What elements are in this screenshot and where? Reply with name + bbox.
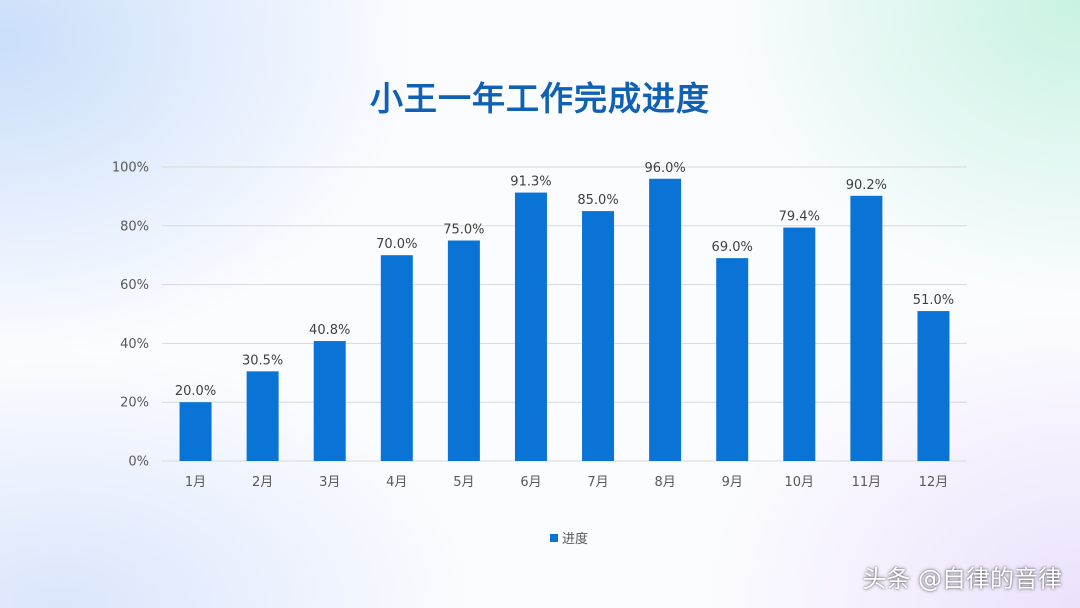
y-tick-label: 20% <box>120 396 149 411</box>
data-label: 75.0% <box>443 223 484 238</box>
x-tick-label: 12月 <box>919 475 949 490</box>
data-label: 85.0% <box>577 193 618 208</box>
y-tick-label: 100% <box>112 161 149 176</box>
data-label: 51.0% <box>913 293 954 308</box>
bar <box>716 258 749 461</box>
x-tick-label: 5月 <box>453 475 474 490</box>
bar <box>917 311 950 461</box>
data-label: 40.8% <box>309 323 350 338</box>
x-tick-label: 1月 <box>185 475 206 490</box>
x-tick-label: 4月 <box>386 475 407 490</box>
y-tick-label: 80% <box>120 219 149 234</box>
x-tick-label: 2月 <box>252 475 273 490</box>
bar <box>179 402 212 461</box>
x-tick-label: 10月 <box>785 475 815 490</box>
x-tick-label: 3月 <box>319 475 340 490</box>
data-label: 70.0% <box>376 237 417 252</box>
bar <box>783 227 816 461</box>
bar <box>649 178 682 461</box>
x-tick-label: 8月 <box>654 475 675 490</box>
bar <box>582 211 615 461</box>
data-label: 20.0% <box>175 384 216 399</box>
data-label: 91.3% <box>510 175 551 190</box>
bar <box>850 195 883 461</box>
y-tick-label: 0% <box>128 455 149 470</box>
x-tick-label: 11月 <box>852 475 882 490</box>
x-tick-label: 7月 <box>587 475 608 490</box>
data-label: 30.5% <box>242 353 283 368</box>
chart-title: 小王一年工作完成进度 <box>370 79 710 118</box>
data-label: 79.4% <box>779 210 820 225</box>
x-tick-label: 6月 <box>520 475 541 490</box>
data-label: 96.0% <box>644 161 685 176</box>
bar <box>514 192 547 461</box>
data-label: 90.2% <box>846 178 887 193</box>
watermark: 头条 @自律的音律 <box>862 565 1062 593</box>
legend-label: 进度 <box>562 531 588 547</box>
bar <box>447 240 480 461</box>
legend-swatch <box>550 534 558 542</box>
bar <box>246 371 279 461</box>
y-tick-label: 60% <box>120 278 149 293</box>
data-label: 69.0% <box>712 240 753 255</box>
bar <box>313 341 346 461</box>
y-tick-label: 40% <box>120 337 149 352</box>
x-tick-label: 9月 <box>722 475 743 490</box>
bar <box>380 255 413 461</box>
